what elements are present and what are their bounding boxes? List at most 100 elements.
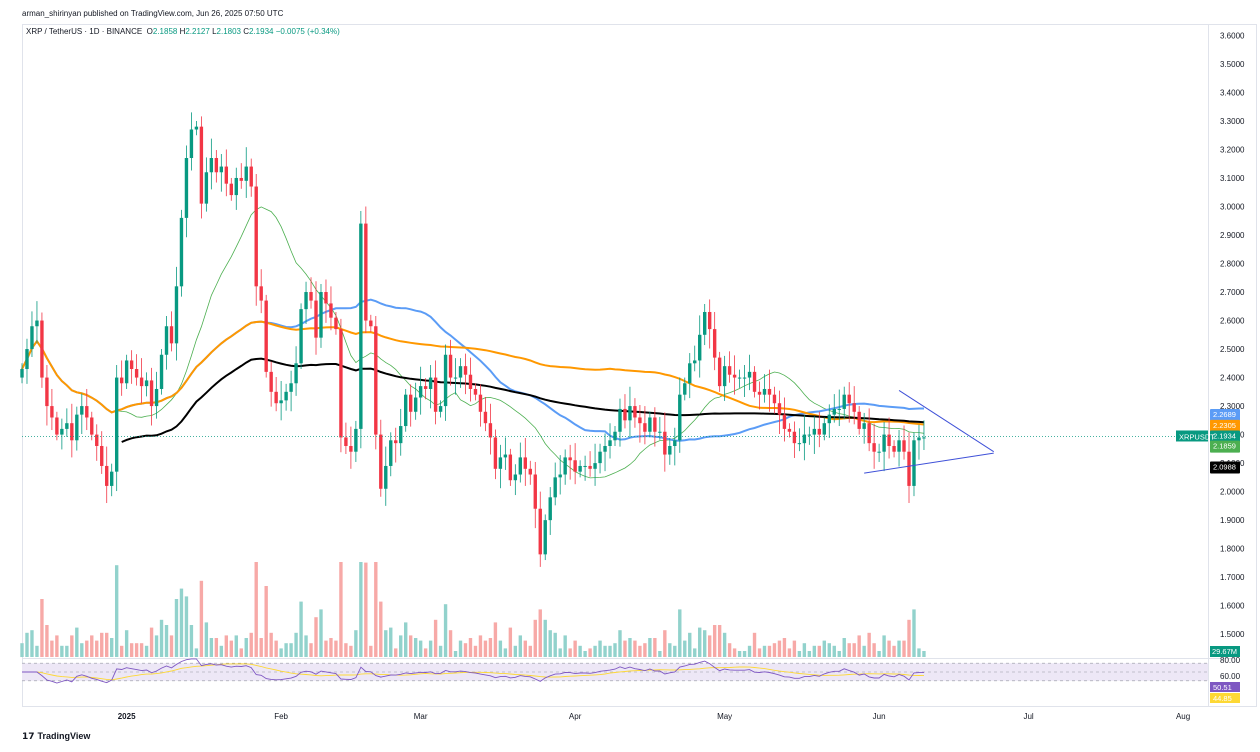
volume-bar: [703, 630, 707, 657]
candle-body: [802, 434, 807, 444]
candle-body: [648, 417, 652, 432]
time-tick-label: 2025: [118, 712, 136, 721]
candle-body: [812, 428, 817, 435]
volume-bar: [892, 645, 896, 657]
time-tick-label: Jul: [1023, 712, 1033, 721]
volume-bar: [553, 632, 557, 657]
volume-bar: [732, 648, 737, 657]
volume-bar: [100, 632, 104, 657]
high-value: 2.2127: [185, 27, 210, 36]
volume-bar: [259, 638, 263, 657]
volume-bar: [169, 635, 174, 657]
candle-body: [75, 414, 79, 441]
candle-body: [857, 411, 861, 429]
candle-body: [304, 292, 308, 310]
candle-body: [478, 394, 483, 412]
candle-body: [822, 423, 826, 435]
price-tick-label: 3.3000: [1220, 117, 1245, 126]
ma-20-badge-text: 2.1859: [1213, 442, 1236, 451]
volume-bar: [319, 609, 323, 657]
candle-body: [85, 406, 89, 418]
volume-bar: [533, 619, 537, 657]
volume-bar: [852, 643, 856, 657]
candle-body: [179, 217, 184, 287]
candle-body: [25, 349, 29, 370]
candle-body: [827, 414, 831, 424]
price-tick-label: 3.0000: [1220, 202, 1245, 211]
volume-bar: [369, 645, 373, 657]
volume-bar: [110, 638, 114, 657]
volume-bar: [105, 632, 109, 657]
volume-bar: [189, 625, 194, 657]
volume-bar: [114, 565, 119, 657]
candle-body: [40, 320, 44, 378]
candle-body: [653, 417, 657, 432]
rsi-badge-bg: [1210, 682, 1240, 692]
change-value: −0.0075 (+0.34%): [275, 27, 340, 36]
candle-body: [782, 414, 787, 429]
candle-body: [274, 391, 278, 404]
symbol-badge-bg: [1176, 430, 1208, 442]
volume-bar: [867, 632, 871, 657]
candle-body: [199, 126, 204, 204]
candle-body: [234, 177, 238, 196]
price-tick-label: 1.7000: [1220, 573, 1245, 582]
candle-body: [369, 320, 373, 327]
price-tick-label: 1.9000: [1220, 516, 1245, 525]
candle-body: [114, 377, 119, 472]
candle-body: [588, 465, 592, 469]
candle-body: [399, 426, 403, 444]
candle-body: [797, 443, 802, 445]
volume-bar: [234, 635, 238, 657]
candle-body: [832, 408, 836, 415]
volume-bar: [877, 651, 881, 657]
volume-bar: [324, 640, 328, 657]
volume-bar: [334, 640, 338, 657]
candle-body: [678, 394, 682, 441]
candle-body: [877, 451, 881, 453]
rsi-tick-label: 60.00: [1220, 672, 1241, 681]
volume-bar: [139, 643, 144, 657]
price-tick-label: 2.6000: [1220, 317, 1245, 326]
volume-bar: [663, 630, 667, 657]
rsi-tick-label: 80.00: [1220, 656, 1241, 665]
tradingview-footer[interactable]: 𝟭𝟳 TradingView: [22, 731, 90, 742]
time-tick-label: May: [717, 712, 732, 721]
price-tick-label: 1.6000: [1220, 602, 1245, 611]
candle-body: [110, 471, 114, 486]
volume-bar: [673, 645, 677, 657]
candle-body: [872, 443, 876, 452]
last-price-badge-text: 2.1934: [1213, 431, 1236, 440]
symbol-title[interactable]: XRP / TetherUS · 1D · BINANCE: [26, 27, 143, 36]
candle-body: [438, 406, 443, 412]
volume-bar: [35, 645, 39, 657]
candle-body: [100, 446, 104, 466]
chart-frame[interactable]: [22, 24, 1257, 707]
candle-body: [917, 437, 921, 441]
price-tick-label: 3.6000: [1220, 31, 1245, 40]
candle-body: [35, 320, 39, 327]
candle-body: [379, 434, 383, 489]
price-tick-label: 3.5000: [1220, 60, 1245, 69]
volume-bar: [762, 645, 767, 657]
candle-body: [149, 380, 154, 407]
candle-body: [408, 394, 413, 412]
candle-body: [787, 428, 792, 432]
volume-bar: [433, 619, 438, 657]
volume-bar: [578, 645, 582, 657]
volume-bar: [777, 640, 782, 657]
candle-body: [184, 158, 189, 218]
candle-body: [264, 300, 268, 372]
footer-brand: TradingView: [37, 731, 91, 741]
candle-body: [105, 465, 109, 486]
candle-body: [404, 394, 408, 427]
candle-body: [767, 388, 772, 395]
candle-body: [533, 474, 537, 509]
volume-bar: [767, 645, 772, 657]
volume-bar: [458, 640, 463, 657]
volume-bar: [653, 638, 657, 657]
price-tick-label: 2.0000: [1220, 488, 1245, 497]
candle-body: [777, 403, 782, 415]
candle-body: [433, 377, 438, 412]
